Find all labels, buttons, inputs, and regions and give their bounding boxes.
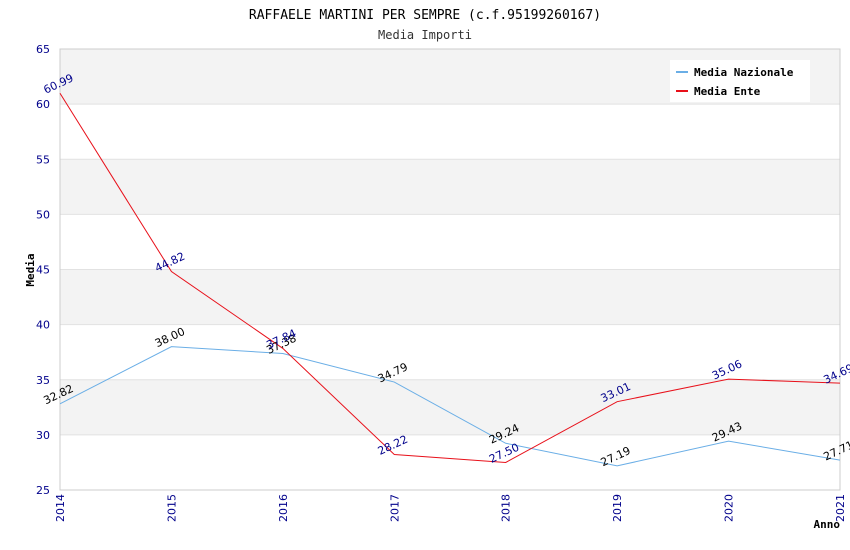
grid-band [60,214,840,270]
series-line [59,346,841,467]
x-tick-label: 2019 [611,494,624,522]
legend: Media Nazionale Media Ente [670,60,810,102]
grid-band [60,324,840,380]
legend-entry: Media Nazionale [694,66,794,79]
y-tick-label: 50 [36,208,50,221]
grid-band [60,379,840,435]
chart-title: RAFFAELE MARTINI PER SEMPRE (c.f.9519926… [249,8,601,23]
x-tick-label: 2014 [54,494,67,522]
x-tick-label: 2021 [834,494,847,522]
x-tick-label: 2015 [165,494,178,522]
grid-band [60,434,840,490]
plot-area-border [59,48,841,491]
y-tick-label: 45 [36,264,50,277]
grid-band [60,269,840,325]
legend-box [670,60,810,102]
x-axis-ticks: 2014 2015 2016 2017 2018 2019 2020 2021 [54,494,847,522]
y-tick-label: 55 [36,153,50,166]
y-tick-label: 40 [36,319,50,332]
x-tick-label: 2020 [723,494,736,522]
grid-bands [60,49,840,490]
x-tick-label: 2017 [388,494,401,522]
legend-entry: Media Ente [694,85,761,98]
y-tick-label: 65 [36,43,50,56]
y-axis-ticks: 25 30 35 40 45 50 55 60 65 [36,43,50,497]
series-line [59,92,841,463]
grid-band [60,104,840,160]
y-tick-label: 25 [36,484,50,497]
x-tick-label: 2016 [277,494,290,522]
x-axis-label: Anno [814,518,841,531]
chart-subtitle: Media Importi [378,28,472,42]
grid-band [60,159,840,215]
x-tick-label: 2018 [500,494,513,522]
series-layer [59,92,841,467]
y-tick-label: 35 [36,374,50,387]
y-axis-label: Media [24,253,37,286]
y-tick-label: 30 [36,429,50,442]
y-tick-label: 60 [36,98,50,111]
